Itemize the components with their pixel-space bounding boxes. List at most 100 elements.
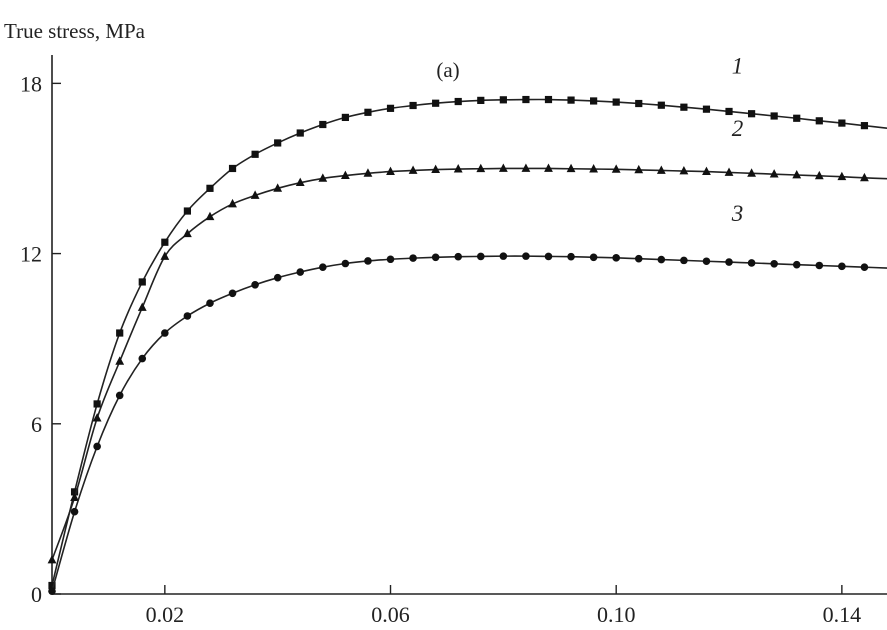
- series-1-point: [657, 101, 665, 109]
- series-1-point: [296, 129, 304, 137]
- series-1-point: [544, 95, 553, 104]
- series-3-point: [815, 261, 824, 270]
- series-2-point: [702, 166, 711, 175]
- series-3-point: [228, 289, 237, 298]
- series-1-point: [70, 488, 79, 496]
- series-2-point: [679, 166, 689, 175]
- series-1-point: [251, 150, 259, 158]
- series-2-point: [724, 167, 734, 176]
- series-3-line: [51, 255, 887, 592]
- series-3-point: [612, 254, 620, 262]
- series-1-point: [409, 101, 417, 110]
- series-3-point: [206, 299, 214, 308]
- series-1-point: [116, 329, 124, 337]
- series-2-point: [431, 164, 441, 174]
- series-2-point: [160, 251, 170, 260]
- series-2-point: [476, 163, 486, 173]
- series-2-point: [115, 356, 125, 365]
- series-3-point: [115, 391, 124, 400]
- series-1-point: [590, 97, 598, 105]
- series-3-point: [138, 354, 147, 363]
- series-3-point: [364, 257, 372, 265]
- series-3-point: [657, 255, 666, 264]
- series-2-point: [453, 164, 463, 173]
- series-2-point: [634, 164, 644, 174]
- series-1-point: [702, 105, 711, 113]
- series-1-line: [51, 98, 887, 586]
- series-2-line: [51, 167, 887, 561]
- series-2-point: [408, 165, 418, 174]
- series-1-point: [183, 207, 192, 215]
- series-2-point: [47, 554, 57, 564]
- series-2-point: [837, 171, 847, 181]
- series-1-point: [432, 99, 440, 107]
- series-1-point: [319, 120, 327, 129]
- series-1-point: [274, 139, 282, 147]
- series-3-point: [589, 253, 598, 262]
- series-3-point: [183, 312, 192, 320]
- series-2-point: [318, 173, 328, 182]
- series-3-point: [48, 587, 56, 595]
- series-3-point: [792, 260, 801, 269]
- series-1-point: [228, 164, 237, 173]
- curve-label-3: 3: [731, 201, 744, 226]
- panel-annotation: (a): [436, 58, 459, 82]
- series-3-point: [770, 259, 778, 268]
- series-3-point: [161, 329, 169, 337]
- series-1-point: [364, 108, 372, 116]
- series-2-point: [340, 170, 350, 179]
- series-2-point: [295, 177, 305, 187]
- series-2-point: [860, 172, 869, 182]
- series-1-point: [499, 96, 507, 104]
- series-2-point: [521, 163, 531, 172]
- series-2-point: [92, 413, 102, 422]
- series-2-point: [544, 163, 553, 172]
- series-3-point: [680, 256, 688, 265]
- curve-labels: 1 2 3: [731, 53, 744, 226]
- curve-label-1: 1: [732, 53, 744, 78]
- series-2-point: [498, 163, 508, 172]
- series-3-point: [70, 507, 79, 516]
- series-2-point: [589, 164, 599, 173]
- series-3-point: [522, 252, 530, 260]
- series-2-point: [70, 492, 79, 501]
- series-1-point: [341, 113, 349, 122]
- series-1-point: [747, 110, 756, 118]
- series-3-point: [702, 257, 711, 266]
- series-1-point: [680, 103, 688, 111]
- series-2-point: [137, 302, 147, 311]
- series-3-point: [838, 262, 846, 271]
- series-1-point: [838, 119, 846, 127]
- series-3-point: [319, 263, 327, 271]
- series-3-point: [476, 252, 485, 261]
- series-2-point: [363, 168, 373, 177]
- series-3-point: [499, 252, 508, 260]
- series-1-point: [206, 184, 214, 192]
- series-3-point: [296, 268, 305, 276]
- series-3-point: [634, 254, 643, 263]
- series-1-point: [138, 278, 146, 286]
- x-tick-label: 0.02: [146, 602, 185, 627]
- y-tick-label: 18: [20, 71, 42, 96]
- series-1-point: [386, 104, 395, 112]
- series-2-point: [183, 228, 192, 238]
- y-tick-label: 0: [31, 582, 42, 607]
- series-1-point: [635, 99, 643, 108]
- series-1-point: [161, 238, 169, 246]
- series-3-point: [860, 263, 869, 271]
- series-1-point: [815, 117, 823, 125]
- series-2-point: [611, 164, 621, 173]
- series-2-point: [747, 168, 756, 177]
- series-1-point: [93, 400, 101, 408]
- x-tick-label: 0.14: [823, 602, 862, 627]
- series-1-point: [725, 107, 733, 116]
- x-tick-label: 0.10: [597, 602, 636, 627]
- curve-label-2: 2: [732, 116, 744, 141]
- series-2-point: [792, 169, 802, 179]
- series-3-point: [747, 259, 756, 267]
- series-2-point: [205, 211, 215, 221]
- series-1-point: [454, 97, 462, 106]
- series-3-point: [341, 259, 350, 268]
- series-1-point: [567, 96, 575, 104]
